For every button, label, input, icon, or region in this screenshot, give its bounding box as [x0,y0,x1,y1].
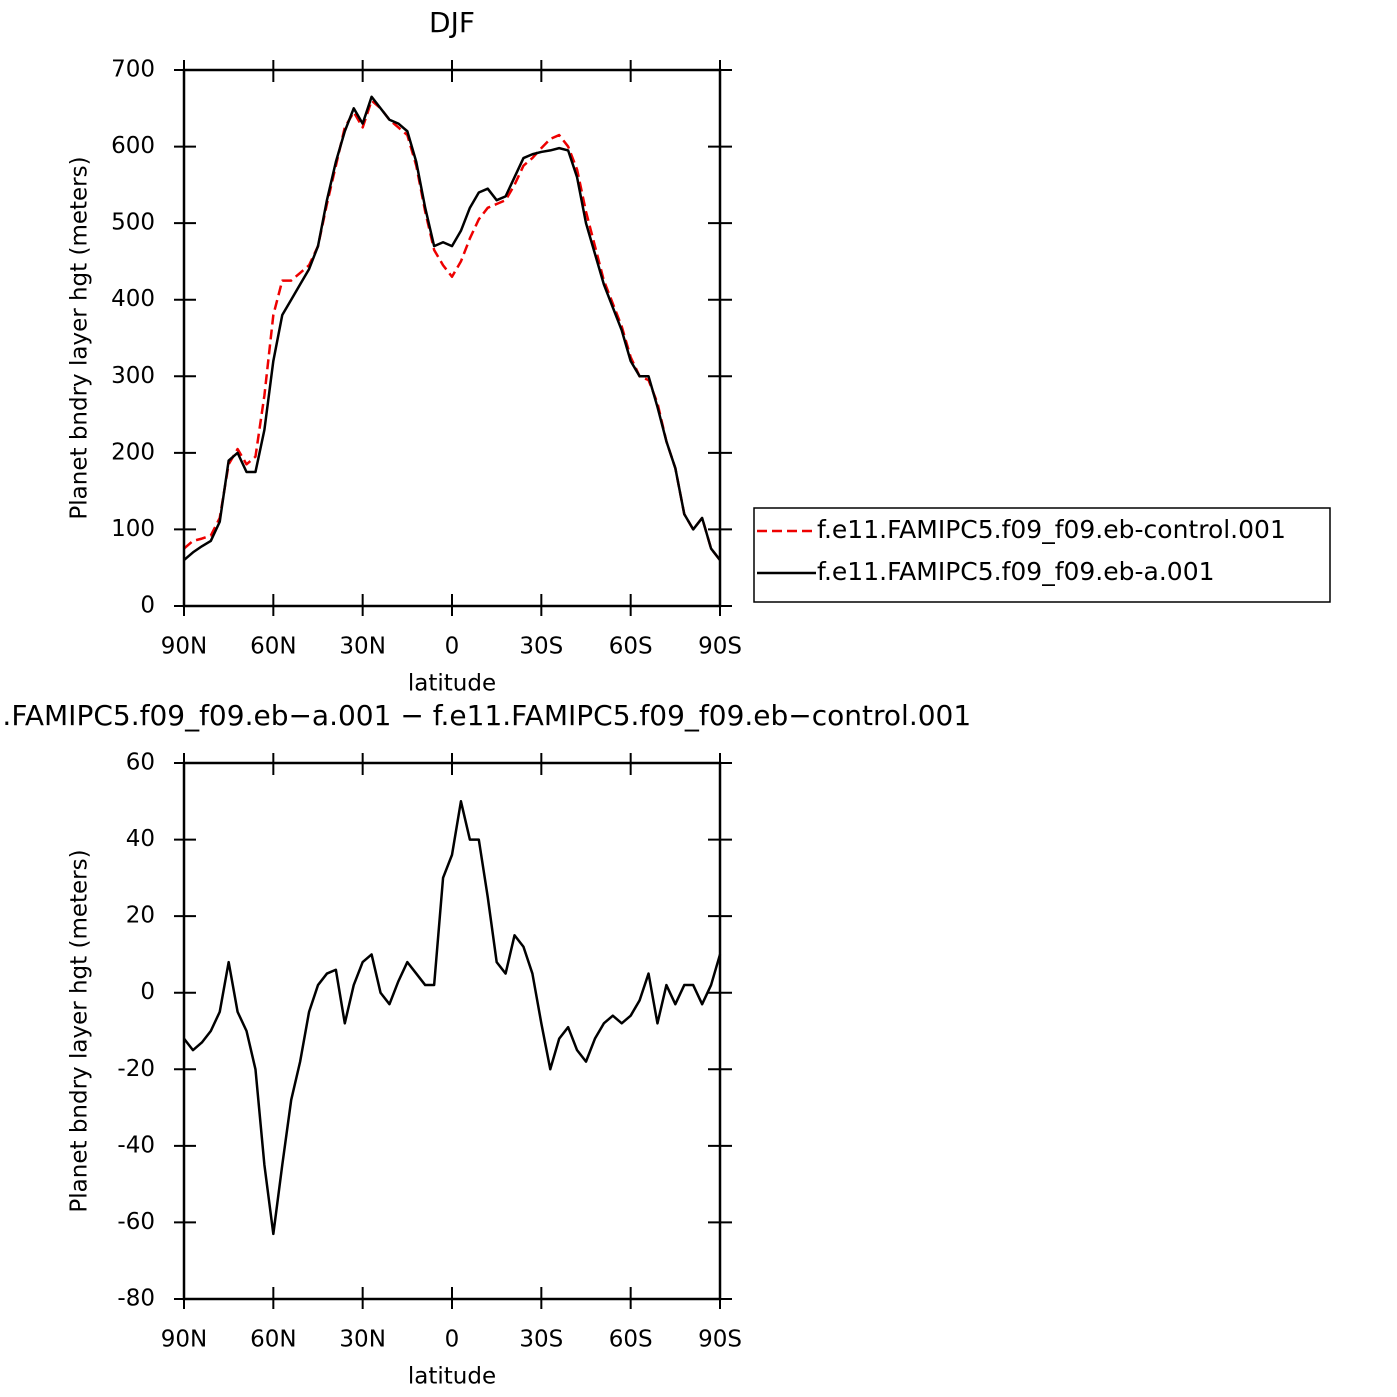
x-tick-label: 60S [609,634,653,660]
legend-label: f.e11.FAMIPC5.f09_f09.eb-control.001 [817,515,1286,544]
y-tick-label: 100 [111,516,155,542]
x-tick-label: 90S [698,1327,742,1353]
y-tick-label: -20 [117,1056,155,1082]
y-tick-label: -40 [117,1132,155,1158]
y-tick-label: 500 [111,210,155,236]
legend-box [753,507,1331,603]
x-tick-label: 30S [519,1327,563,1353]
y-tick-label: 60 [126,750,155,776]
y-axis-label: Planet bndry layer hgt (meters) [67,849,93,1212]
y-tick-label: 0 [140,593,155,619]
x-tick-label: 90N [161,634,207,660]
y-tick-label: 300 [111,363,155,389]
x-tick-label: 90N [161,1327,207,1353]
x-axis-label: latitude [408,671,496,697]
x-tick-label: 0 [445,634,460,660]
x-tick-label: 90S [698,634,742,660]
x-tick-label: 60S [609,1327,653,1353]
data-line [183,95,721,562]
data-line [183,800,722,1236]
y-tick-label: 400 [111,286,155,312]
x-tick-label: 30S [519,634,563,660]
x-tick-label: 60N [250,634,296,660]
plot-frame [182,761,722,1301]
chart-title: DJF [429,6,475,39]
y-tick-label: -60 [117,1209,155,1235]
y-tick-label: -80 [117,1286,155,1312]
y-axis-label: Planet bndry layer hgt (meters) [67,156,93,519]
y-tick-label: 700 [111,57,155,83]
plot-frame [182,68,722,608]
chart-title: f.e11.FAMIPC5.f09_f09.eb−a.001 − f.e11.F… [0,699,971,732]
x-tick-label: 60N [250,1327,296,1353]
y-tick-label: 200 [111,439,155,465]
x-tick-label: 30N [339,634,385,660]
x-tick-label: 0 [445,1327,460,1353]
y-tick-label: 0 [140,979,155,1005]
y-tick-label: 20 [126,903,155,929]
x-axis-label: latitude [408,1364,496,1390]
y-tick-label: 600 [111,133,155,159]
y-tick-label: 40 [126,826,155,852]
x-tick-label: 30N [339,1327,385,1353]
legend-label: f.e11.FAMIPC5.f09_f09.eb-a.001 [817,557,1215,586]
